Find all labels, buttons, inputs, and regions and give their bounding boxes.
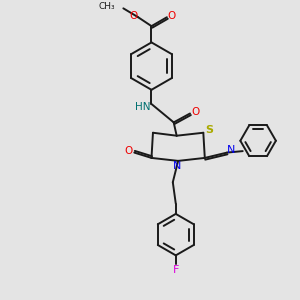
Text: O: O — [191, 107, 199, 117]
Text: O: O — [124, 146, 133, 156]
Text: O: O — [129, 11, 137, 21]
Text: F: F — [172, 265, 179, 275]
Text: CH₃: CH₃ — [98, 2, 115, 11]
Text: S: S — [205, 125, 213, 135]
Text: N: N — [227, 145, 235, 154]
Text: O: O — [168, 11, 176, 21]
Text: N: N — [172, 161, 181, 171]
Text: HN: HN — [135, 102, 150, 112]
